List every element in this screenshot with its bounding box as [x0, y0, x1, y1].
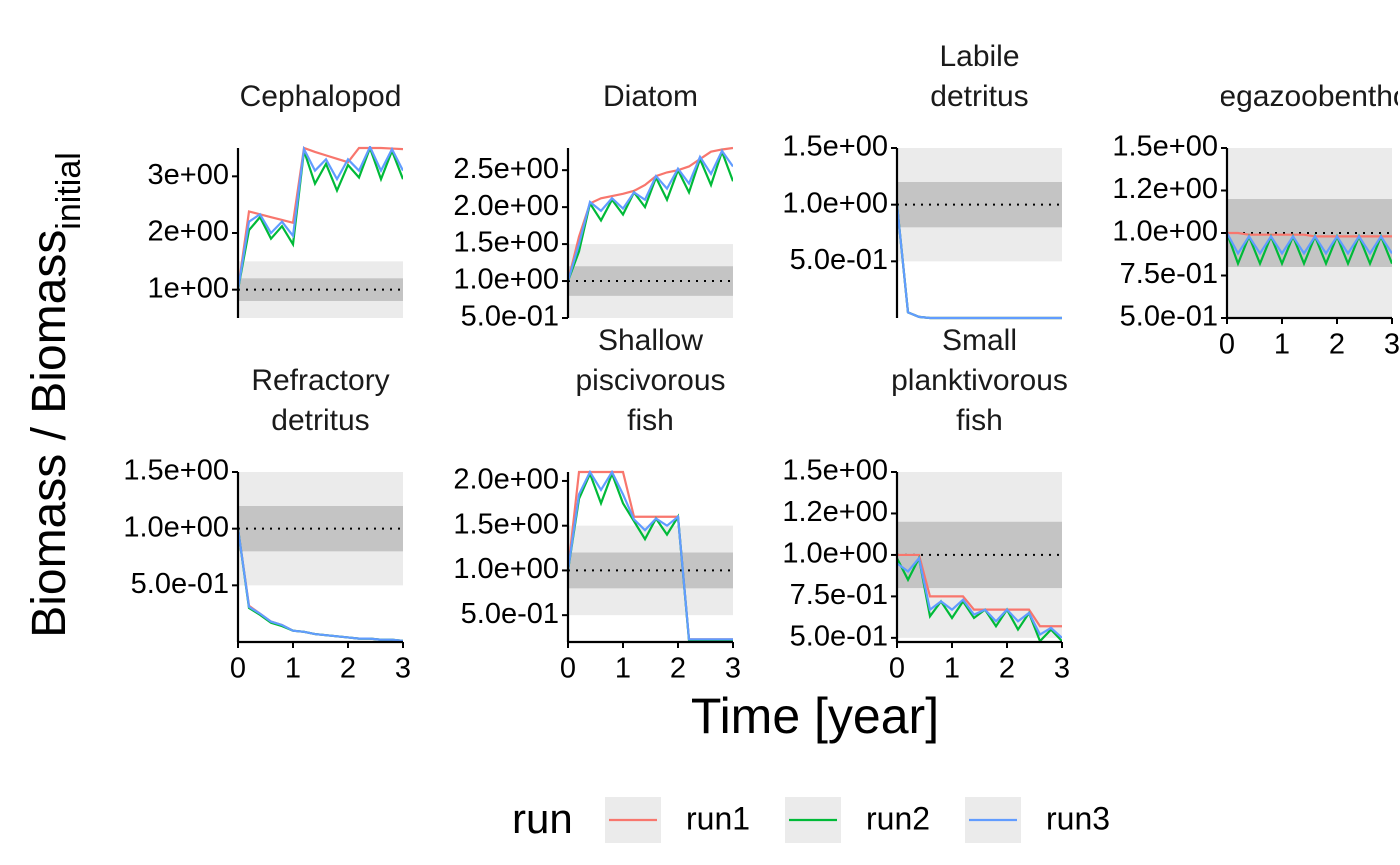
y-tick-label: 2.0e+00: [453, 464, 559, 496]
x-tick-label: 3: [1384, 329, 1400, 361]
x-tick-label: 2: [999, 653, 1015, 685]
y-tick-label: 1.5e+00: [453, 508, 559, 540]
panel-title: Refractory: [251, 364, 389, 397]
series-line: [1227, 232, 1392, 267]
legend-label: run2: [866, 800, 930, 836]
panel: [568, 470, 733, 642]
panel-title: Diatom: [603, 80, 698, 113]
x-tick-label: 0: [889, 653, 905, 685]
y-tick-label: 2.0e+00: [453, 190, 559, 222]
y-tick-label: 1.5e+00: [453, 227, 559, 259]
y-tick-label: 1.0e+00: [782, 187, 888, 219]
y-tick-label: 3e+00: [148, 159, 229, 191]
y-axis-title-subscript: initial: [50, 152, 88, 229]
panel-title: Shallow: [598, 324, 703, 357]
y-tick-label: 5.0e-01: [1120, 301, 1218, 333]
panel-title: Cephalopod: [240, 80, 402, 113]
band: [238, 278, 403, 301]
y-tick-label: 2.5e+00: [453, 153, 559, 185]
panel-title: Megazoobenthos: [1194, 80, 1400, 113]
x-tick-label: 2: [340, 653, 356, 685]
series-line: [568, 148, 733, 282]
series-line: [568, 146, 733, 282]
y-tick-label: 5.0e-01: [790, 244, 888, 276]
y-tick-label: 5.0e-01: [461, 301, 559, 333]
x-tick-label: 0: [230, 653, 246, 685]
y-tick-label: 2e+00: [148, 216, 229, 248]
panel-title: planktivorous: [891, 364, 1068, 397]
x-tick-label: 1: [285, 653, 301, 685]
panel-title: detritus: [930, 80, 1028, 113]
y-axis-title: Biomass / Biomassinitial: [23, 152, 88, 638]
x-tick-label: 1: [615, 653, 631, 685]
x-tick-label: 3: [725, 653, 741, 685]
series-line: [568, 470, 733, 641]
panel: [238, 472, 403, 642]
y-tick-label: 7.5e-01: [790, 579, 888, 611]
panel-title: Labile: [939, 40, 1019, 73]
y-tick-label: 1e+00: [148, 272, 229, 304]
series-line: [1227, 232, 1392, 256]
y-tick-label: 1.0e+00: [453, 553, 559, 585]
y-tick-label: 1.5e+00: [782, 455, 888, 487]
y-tick-label: 1.5e+00: [782, 131, 888, 163]
x-tick-label: 2: [1329, 329, 1345, 361]
x-tick-label: 0: [1219, 329, 1235, 361]
y-tick-label: 5.0e-01: [131, 568, 229, 600]
y-axis-title-main: Biomass / Biomass: [23, 230, 76, 638]
panel: [897, 472, 1062, 644]
y-tick-label: 7.5e-01: [1120, 258, 1218, 290]
panel-title: detritus: [271, 404, 369, 437]
series-line: [897, 204, 1062, 320]
panel-title: Small: [942, 324, 1017, 357]
y-tick-label: 5.0e-01: [461, 598, 559, 630]
x-tick-label: 1: [1274, 329, 1290, 361]
y-tick-label: 1.5e+00: [1112, 131, 1218, 163]
legend-title: run: [512, 795, 573, 842]
series-line: [238, 146, 403, 290]
x-tick-label: 0: [560, 653, 576, 685]
panel-title: fish: [956, 404, 1003, 437]
panel: [568, 146, 733, 318]
y-tick-label: 1.0e+00: [1112, 216, 1218, 248]
series-line: [238, 146, 403, 290]
series-line: [897, 555, 1062, 639]
panel-title: fish: [627, 404, 674, 437]
y-tick-label: 1.0e+00: [453, 264, 559, 296]
panel: [897, 148, 1062, 320]
panel: [1227, 148, 1392, 318]
series-line: [568, 148, 733, 282]
x-axis-title: Time [year]: [691, 688, 939, 744]
series-line: [897, 553, 1062, 628]
legend-label: run3: [1046, 800, 1110, 836]
x-tick-label: 3: [395, 653, 411, 685]
series-line: [238, 528, 403, 642]
y-tick-label: 1.0e+00: [123, 511, 229, 543]
y-tick-label: 1.5e+00: [123, 455, 229, 487]
y-tick-label: 5.0e-01: [790, 621, 888, 653]
y-tick-label: 1.0e+00: [782, 538, 888, 570]
y-tick-label: 1.2e+00: [1112, 173, 1218, 205]
x-tick-label: 1: [944, 653, 960, 685]
series-line: [238, 146, 403, 290]
y-tick-label: 1.2e+00: [782, 496, 888, 528]
x-tick-label: 3: [1054, 653, 1070, 685]
x-tick-label: 2: [670, 653, 686, 685]
series-line: [1227, 231, 1392, 238]
legend-label: run1: [686, 800, 750, 836]
panel-title: piscivorous: [575, 364, 725, 397]
panel: [238, 146, 403, 318]
